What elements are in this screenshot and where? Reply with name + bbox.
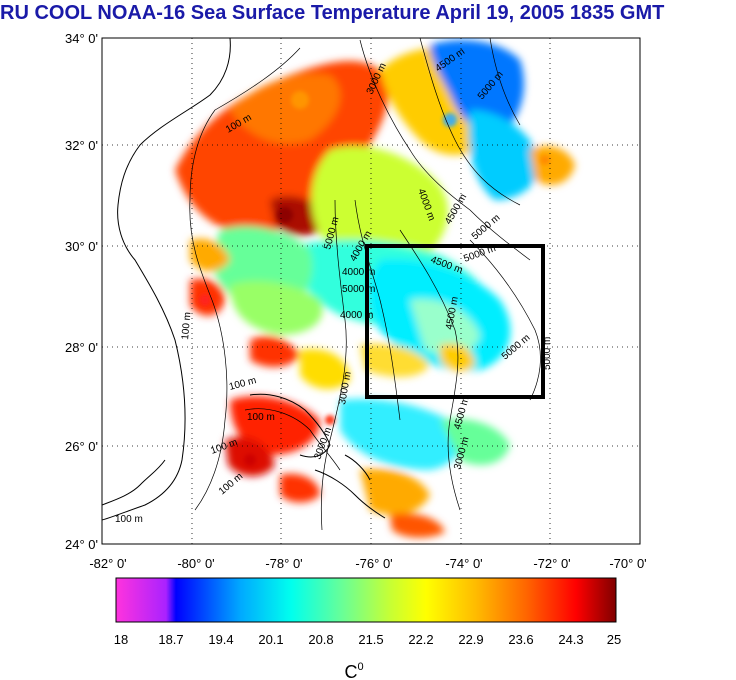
map-title: RU COOL NOAA-16 Sea Surface Temperature … (0, 2, 665, 24)
lat-tick-label: 34° 0' (65, 31, 98, 46)
contour-label: 100 m (180, 312, 193, 341)
lat-tick-labels: 34° 0' 32° 0' 30° 0' 28° 0' 26° 0' 24° 0… (65, 31, 98, 552)
contour-label: 100 m (115, 514, 143, 525)
lon-tick-label: -80° 0' (177, 556, 214, 571)
coastline (102, 38, 386, 521)
contour-label: 5000 m (342, 284, 375, 295)
lat-tick-label: 32° 0' (65, 138, 98, 153)
colorbar-tick-label: 22.2 (408, 632, 433, 647)
colorbar-tick-label: 23.6 (508, 632, 533, 647)
lon-tick-label: -78° 0' (265, 556, 302, 571)
lat-tick-label: 24° 0' (65, 537, 98, 552)
colorbar-tick-label: 18.7 (158, 632, 183, 647)
colorbar-tick-label: 20.1 (258, 632, 283, 647)
colorbar-tick-label: 21.5 (358, 632, 383, 647)
colorbar-tick-label: 24.3 (558, 632, 583, 647)
colorbar-tick-label: 22.9 (458, 632, 483, 647)
lon-tick-label: -82° 0' (89, 556, 126, 571)
lon-tick-label: -72° 0' (533, 556, 570, 571)
contour-label: 4000 m (342, 267, 375, 278)
lat-tick-label: 28° 0' (65, 340, 98, 355)
colorbar (115, 577, 617, 623)
contour-label: 100 m (247, 412, 275, 423)
bathymetry-contours (189, 38, 541, 531)
lon-tick-labels: -82° 0' -80° 0' -78° 0' -76° 0' -74° 0' … (89, 556, 646, 571)
contour-label: 5000 m (542, 337, 553, 370)
lat-tick-label: 30° 0' (65, 239, 98, 254)
lat-tick-label: 26° 0' (65, 439, 98, 454)
colorbar-tick-labels: 18 18.7 19.4 20.1 20.8 21.5 22.2 22.9 23… (114, 632, 621, 647)
colorbar-tick-label: 19.4 (208, 632, 233, 647)
colorbar-tick-label: 18 (114, 632, 128, 647)
study-region-box (365, 244, 545, 399)
contour-label: 4000 m (340, 310, 373, 321)
lon-tick-label: -76° 0' (355, 556, 392, 571)
colorbar-tick-label: 25 (607, 632, 621, 647)
lon-tick-label: -74° 0' (445, 556, 482, 571)
colorbar-tick-label: 20.8 (308, 632, 333, 647)
sst-imagery (175, 40, 575, 538)
lon-tick-label: -70° 0' (609, 556, 646, 571)
colorbar-unit: C0 (344, 661, 363, 680)
